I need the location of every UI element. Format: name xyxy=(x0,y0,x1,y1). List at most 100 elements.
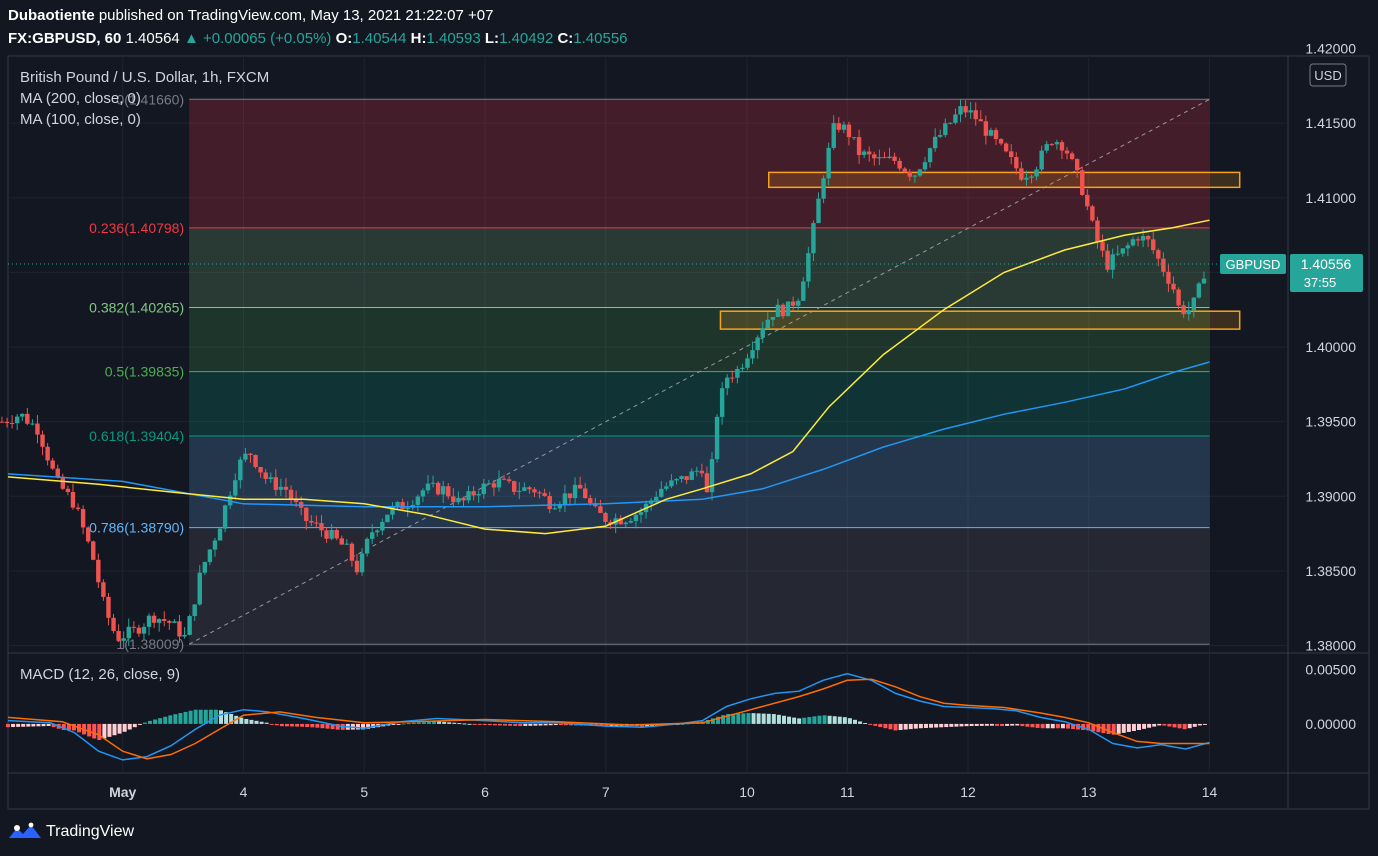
macd-legend[interactable]: MACD (12, 26, close, 9) xyxy=(20,666,180,683)
candle-body xyxy=(1059,142,1065,151)
ma100-legend[interactable]: MA (100, close, 0) xyxy=(20,111,141,128)
candle-body xyxy=(1161,258,1166,272)
candle-body xyxy=(598,506,603,513)
candle-body xyxy=(96,559,101,583)
tradingview-brand-text: TradingView xyxy=(46,823,135,840)
candle-body xyxy=(633,514,639,521)
candle-body xyxy=(856,137,862,156)
macd-histogram-bar xyxy=(939,723,944,728)
candle-body xyxy=(851,137,857,139)
macd-histogram-bar xyxy=(523,723,528,726)
macd-histogram-bar xyxy=(163,716,168,724)
candle-body xyxy=(75,507,81,510)
candle-body xyxy=(1064,150,1070,154)
fibonacci-retracement[interactable]: 0(1.41660) 0.236(1.40798) 0.382(1.40265) 0.… xyxy=(89,91,1210,652)
macd-histogram-bar xyxy=(41,723,46,727)
macd-histogram-bar xyxy=(878,723,883,728)
x-tick-label: 6 xyxy=(481,784,489,800)
macd-histogram-bar xyxy=(66,723,71,731)
y-tick-label: 1.38500 xyxy=(1305,563,1356,579)
macd-histogram-bar xyxy=(837,716,842,724)
publish-line: Dubaotiente published on TradingView.com… xyxy=(8,7,493,24)
candle-body xyxy=(537,492,542,494)
macd-histogram-bar xyxy=(1157,723,1162,726)
candle-body xyxy=(958,106,963,115)
candle-body xyxy=(461,497,466,501)
macd-histogram-bar xyxy=(929,723,934,728)
candle-body xyxy=(248,453,253,455)
candle-body xyxy=(704,473,710,493)
tradingview-brand[interactable]: TradingView xyxy=(8,822,134,842)
candle-body xyxy=(20,413,25,417)
macd-histogram-bar xyxy=(142,722,147,724)
candle-body xyxy=(55,468,60,477)
candle-body xyxy=(1019,168,1024,180)
candle-body xyxy=(1171,283,1176,290)
macd-histogram-bar xyxy=(107,723,112,737)
macd-histogram-bar xyxy=(254,720,259,724)
candle-body xyxy=(1074,159,1080,171)
candle-body xyxy=(821,178,826,199)
macd-histogram-bar xyxy=(1050,723,1055,729)
macd-histogram-bar xyxy=(716,716,721,724)
ma-line xyxy=(7,361,1210,508)
open-value: 1.40544 xyxy=(352,30,407,47)
author-name[interactable]: Dubaotiente xyxy=(8,7,95,24)
resistance-support-zones[interactable] xyxy=(719,171,1241,330)
candle-body xyxy=(253,454,258,468)
macd-histogram-bar xyxy=(1131,723,1136,732)
candle-body xyxy=(638,512,644,515)
candle-body xyxy=(1009,151,1014,158)
candle-body xyxy=(380,522,385,531)
macd-histogram-bar xyxy=(1111,723,1116,735)
price-axis[interactable]: 1.380001.385001.390001.395001.400001.405… xyxy=(1305,41,1356,654)
candle-body xyxy=(121,638,126,641)
macd-histogram-bar xyxy=(817,715,822,724)
candle-body xyxy=(968,110,973,113)
macd-histogram-bar xyxy=(16,723,21,727)
candle-body xyxy=(30,423,35,425)
macd-histogram-bar xyxy=(1116,723,1121,734)
macd-histogram-bar xyxy=(1020,723,1025,727)
fib-level-label: 0.382(1.40265) xyxy=(89,299,184,315)
candle-body xyxy=(456,497,461,503)
macd-histogram-bar xyxy=(969,723,974,727)
ma-line xyxy=(7,219,1210,535)
time-axis[interactable]: May 4 5 6 7 10 11 12 13 14 xyxy=(109,784,1217,800)
candle-body xyxy=(91,541,96,560)
macd-histogram-bar xyxy=(274,723,279,726)
y-tick-label-top: 1.42000 xyxy=(1305,41,1356,57)
macd-histogram-bar xyxy=(1192,723,1197,727)
ma200-legend[interactable]: MA (200, close, 0) xyxy=(20,90,141,107)
candle-body xyxy=(978,119,983,122)
ohlc-line: FX:GBPUSD, 60 1.40564 ▲ +0.00065 (+0.05%… xyxy=(8,30,628,47)
macd-histogram-bar xyxy=(1187,723,1192,729)
candle-body xyxy=(785,301,791,317)
candle-body xyxy=(714,416,720,460)
candle-body xyxy=(243,453,248,460)
macd-histogram-bar xyxy=(1147,723,1152,728)
macd-histogram-bar xyxy=(1177,723,1182,729)
candle-body xyxy=(491,483,497,488)
candle-body xyxy=(319,523,324,531)
y-tick-label: 1.40000 xyxy=(1305,339,1356,355)
macd-histogram-bar xyxy=(31,723,36,727)
candle-body xyxy=(202,562,208,573)
x-tick-label: 4 xyxy=(240,784,248,800)
candle-body xyxy=(471,491,476,496)
candle-body xyxy=(887,156,892,158)
currency-button[interactable] xyxy=(1309,63,1347,87)
candle-body xyxy=(1100,241,1105,251)
macd-histogram-bar xyxy=(994,723,999,726)
macd-histogram-bar xyxy=(604,723,609,727)
macd-histogram-bar xyxy=(923,723,928,728)
macd-histogram-bar xyxy=(249,719,254,724)
candle-body xyxy=(841,124,847,130)
high-label: H: xyxy=(410,30,427,47)
macd-histogram-bar xyxy=(61,723,66,730)
candle-body xyxy=(45,446,50,461)
macd-histogram-bar xyxy=(1152,723,1157,727)
macd-histogram-bar xyxy=(467,723,472,725)
candle-body xyxy=(339,538,344,545)
